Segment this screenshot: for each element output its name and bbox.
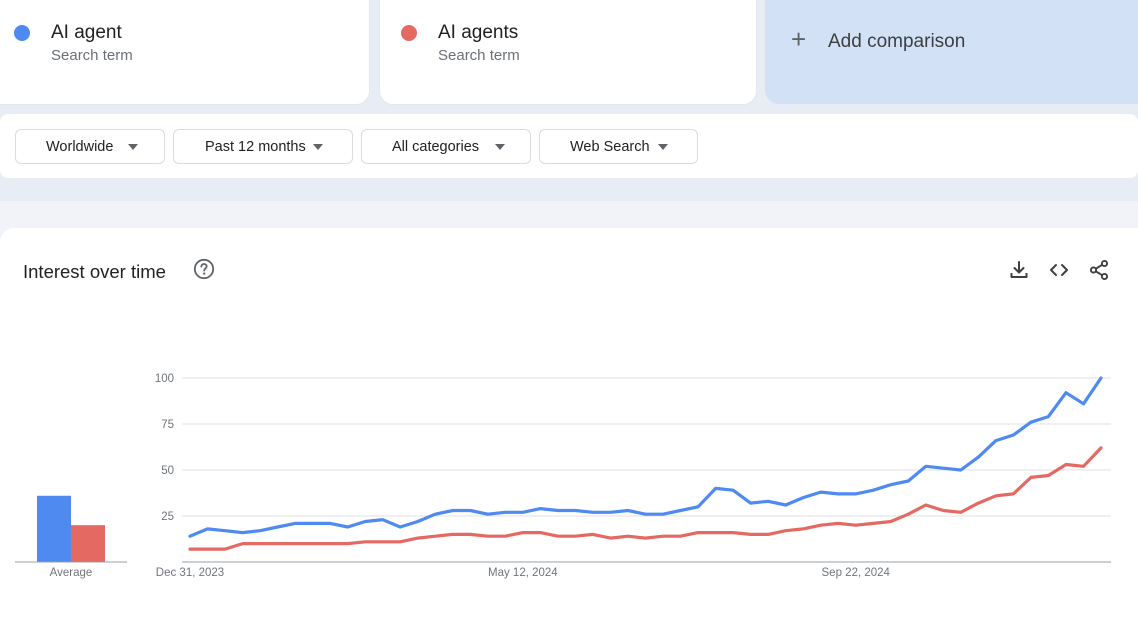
term-name: AI agent <box>51 22 122 43</box>
average-label: Average <box>50 567 93 579</box>
series-line-ai-agent <box>188 376 1103 538</box>
chart-title: Interest over time <box>23 261 166 282</box>
interest-chart: Average 25 50 75 100 Dec 31, 2023 May 12, 202… <box>15 373 1111 579</box>
series-color-dot <box>14 25 30 41</box>
term-subtitle: Search term <box>438 47 520 64</box>
y-tick-label: 50 <box>161 465 174 477</box>
filter-label: Worldwide <box>46 139 114 155</box>
filters-bar: Worldwide Past 12 months All categories … <box>0 114 1138 178</box>
x-tick-label: May 12, 2024 <box>488 567 558 579</box>
series-color-dot <box>401 25 417 41</box>
embed-code-icon[interactable] <box>1048 259 1070 281</box>
term-name: AI agents <box>438 22 519 43</box>
y-tick-label: 100 <box>155 373 174 385</box>
caret-down-icon <box>658 144 668 150</box>
x-tick-label: Dec 31, 2023 <box>156 567 224 579</box>
tick-labels: 25 50 75 100 Dec 31, 2023 May 12, 2024 Sep 22,… <box>155 373 891 579</box>
time-range-filter-dropdown[interactable]: Past 12 months <box>173 129 353 164</box>
y-tick-label: 25 <box>161 511 174 523</box>
term-card-ai-agent[interactable]: AI agent Search term <box>0 0 370 105</box>
share-icon[interactable] <box>1088 259 1110 281</box>
download-icon[interactable] <box>1008 259 1030 281</box>
gridlines <box>182 377 1111 563</box>
series-lines <box>188 376 1103 551</box>
caret-down-icon <box>495 144 505 150</box>
caret-down-icon <box>313 144 323 150</box>
plus-icon: + <box>791 24 807 54</box>
y-tick-label: 75 <box>161 419 174 431</box>
average-bar-ai-agents <box>71 525 105 562</box>
term-card-ai-agents[interactable]: AI agents Search term <box>379 0 757 105</box>
average-bars: Average <box>15 495 127 579</box>
region-filter-dropdown[interactable]: Worldwide <box>15 129 165 164</box>
average-bar-ai-agent <box>37 495 71 562</box>
interest-over-time-card: Interest over time Average 25 50 75 100 Dec … <box>0 228 1138 637</box>
filter-label: Web Search <box>570 139 650 155</box>
question-circle-icon[interactable] <box>193 258 215 280</box>
add-comparison-label: Add comparison <box>828 31 966 52</box>
filter-label: All categories <box>392 139 480 155</box>
series-line-ai-agents <box>188 446 1103 551</box>
term-subtitle: Search term <box>51 47 133 64</box>
caret-down-icon <box>128 144 138 150</box>
search-type-filter-dropdown[interactable]: Web Search <box>539 129 698 164</box>
category-filter-dropdown[interactable]: All categories <box>361 129 531 164</box>
x-tick-label: Sep 22, 2024 <box>822 567 891 579</box>
filter-label: Past 12 months <box>205 139 306 155</box>
add-comparison-button[interactable]: + Add comparison <box>765 0 1138 104</box>
